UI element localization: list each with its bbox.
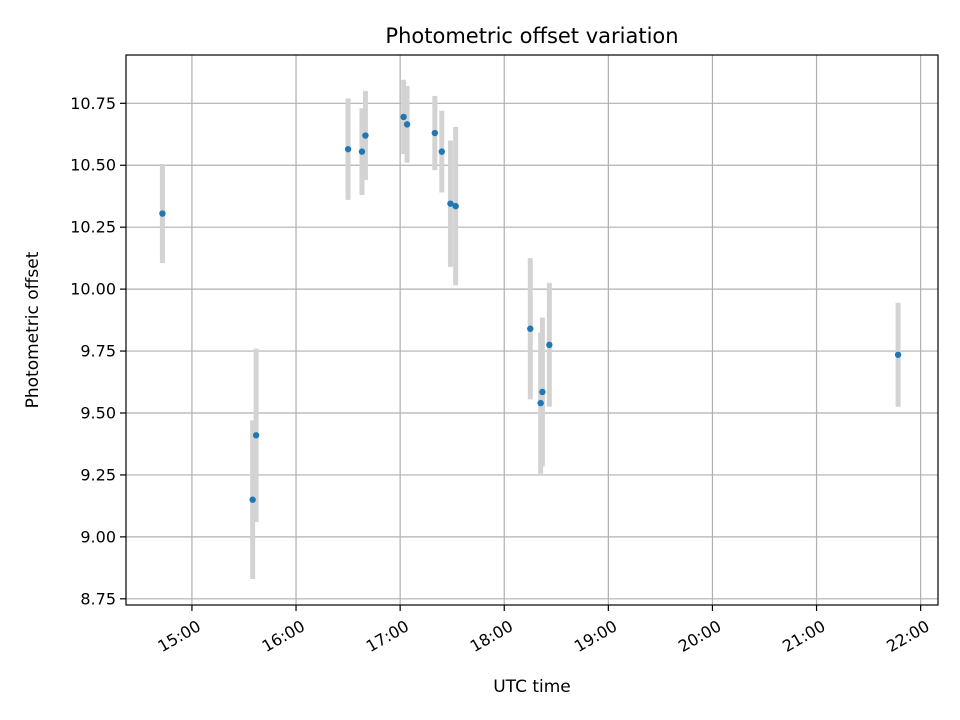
data-point [431,129,439,137]
data-point [252,432,260,439]
y-tick-label: 10.50 [70,156,116,175]
x-tick-label: 18:00 [467,616,516,656]
x-tick-label: 15:00 [154,616,203,656]
y-tick-label: 9.25 [80,465,116,484]
plot-frame [125,54,939,606]
x-tick-label: 21:00 [779,616,828,656]
x-tick-label: 22:00 [883,616,932,656]
data-point [358,148,366,155]
data-point [452,202,459,210]
y-tick-label: 9.50 [80,403,116,422]
y-axis-label: Photometric offset [23,251,43,408]
data-point [403,121,411,128]
data-point [537,399,544,407]
data-point [894,351,902,358]
x-tick-label: 16:00 [259,616,308,656]
data-point [159,210,166,217]
data-point [539,388,546,396]
data-point [546,341,553,349]
chart-title: Photometric offset variation [385,24,678,48]
x-tick-label: 17:00 [363,616,412,656]
data-point [527,325,534,332]
y-tick-label: 9.00 [80,527,116,546]
y-tick-label: 9.75 [80,342,116,361]
data-point [400,113,407,121]
x-tick-label: 20:00 [675,616,724,656]
tick-layer: 15:00 16:00 17:00 18:00 19:00 20:00 21:00 22:00… [70,94,932,656]
y-tick-label: 10.25 [70,218,116,237]
y-tick-label: 8.75 [80,589,116,608]
data-point [362,132,369,139]
data-point [344,145,352,153]
point-layer [159,113,902,503]
data-point [447,200,454,207]
y-tick-label: 10.00 [70,280,116,299]
y-tick-label: 10.75 [70,94,116,113]
data-point [249,496,256,503]
x-tick-label: 19:00 [571,616,620,656]
data-point [438,148,445,155]
x-axis-label: UTC time [493,677,571,697]
